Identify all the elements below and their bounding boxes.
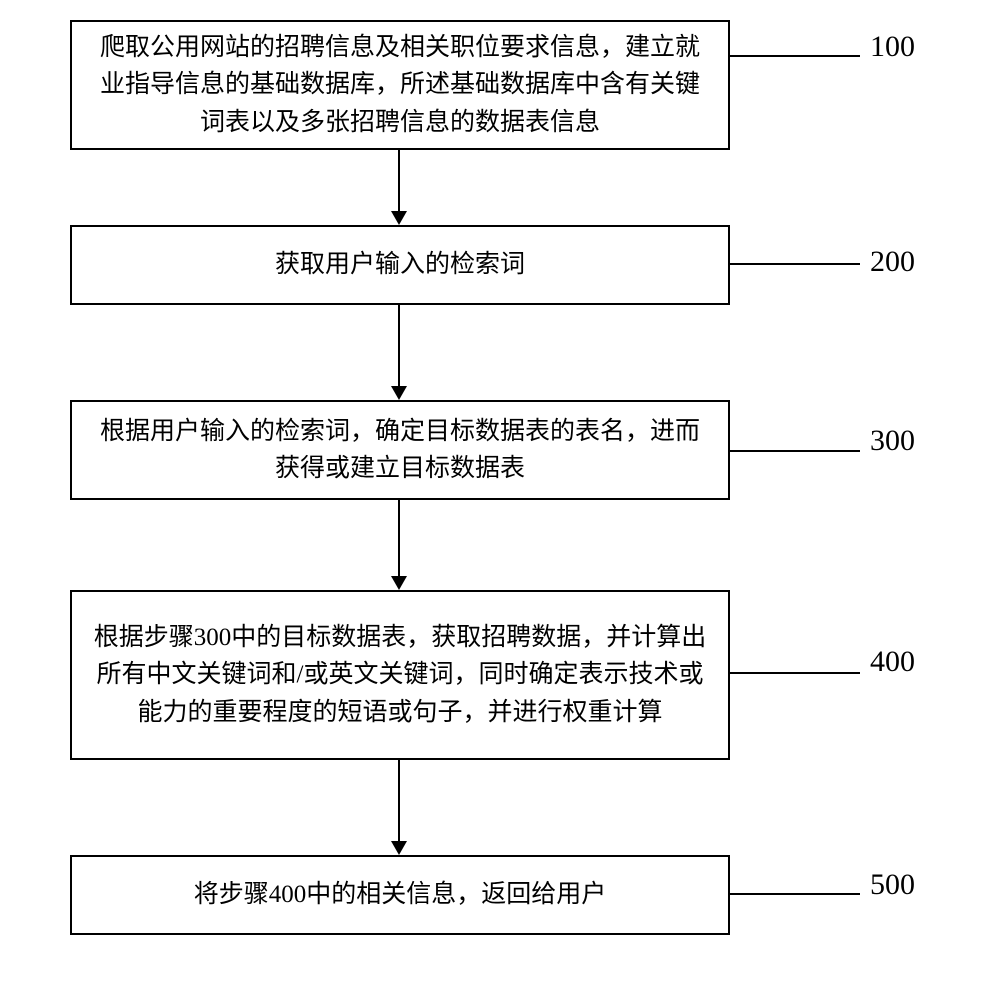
arrow-line bbox=[398, 150, 400, 211]
connector-line bbox=[730, 672, 860, 674]
arrow-head-icon bbox=[391, 386, 407, 400]
step-text: 获取用户输入的检索词 bbox=[275, 246, 525, 284]
arrow-line bbox=[398, 500, 400, 576]
connector-line bbox=[730, 263, 860, 265]
flow-step-100: 爬取公用网站的招聘信息及相关职位要求信息，建立就业指导信息的基础数据库，所述基础… bbox=[70, 20, 730, 150]
connector-line bbox=[730, 893, 860, 895]
arrow-line bbox=[398, 305, 400, 386]
arrow-head-icon bbox=[391, 576, 407, 590]
connector-line bbox=[730, 55, 860, 57]
flow-step-300: 根据用户输入的检索词，确定目标数据表的表名，进而获得或建立目标数据表 bbox=[70, 400, 730, 500]
step-text: 爬取公用网站的招聘信息及相关职位要求信息，建立就业指导信息的基础数据库，所述基础… bbox=[92, 29, 708, 142]
flow-step-200: 获取用户输入的检索词 bbox=[70, 225, 730, 305]
step-label-500: 500 bbox=[870, 868, 915, 902]
connector-line bbox=[730, 450, 860, 452]
arrow-head-icon bbox=[391, 841, 407, 855]
step-label-100: 100 bbox=[870, 30, 915, 64]
step-text: 将步骤400中的相关信息，返回给用户 bbox=[194, 876, 607, 914]
step-label-300: 300 bbox=[870, 424, 915, 458]
step-label-200: 200 bbox=[870, 245, 915, 279]
step-text: 根据步骤300中的目标数据表，获取招聘数据，并计算出所有中文关键词和/或英文关键… bbox=[92, 619, 708, 732]
arrow-head-icon bbox=[391, 211, 407, 225]
step-text: 根据用户输入的检索词，确定目标数据表的表名，进而获得或建立目标数据表 bbox=[92, 413, 708, 488]
flow-step-400: 根据步骤300中的目标数据表，获取招聘数据，并计算出所有中文关键词和/或英文关键… bbox=[70, 590, 730, 760]
step-label-400: 400 bbox=[870, 645, 915, 679]
flow-step-500: 将步骤400中的相关信息，返回给用户 bbox=[70, 855, 730, 935]
arrow-line bbox=[398, 760, 400, 841]
